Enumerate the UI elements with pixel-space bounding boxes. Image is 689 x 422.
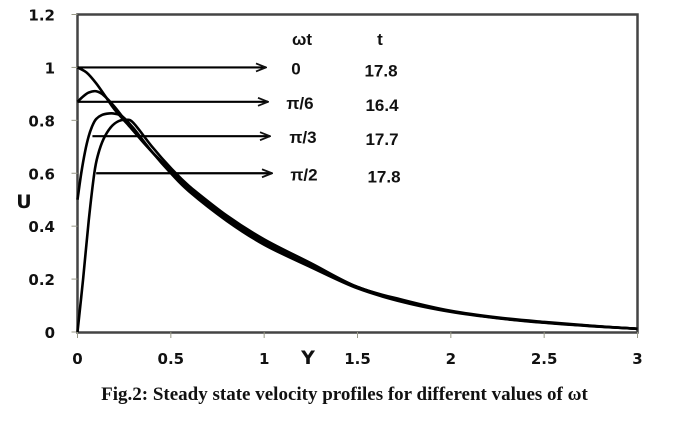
legend-t-value: 17.8 [367,167,400,186]
x-tick-label: 3 [632,350,642,368]
x-tick-label: 0 [72,350,82,368]
legend-wt-value: 0 [291,59,300,78]
legend-t-value: 17.7 [365,130,398,149]
legend-header-wt: ωt [292,30,312,49]
figure-caption: Fig.2: Steady state velocity profiles fo… [101,384,588,405]
x-tick-label: 1.5 [344,350,371,368]
y-tick-label: 0 [45,324,55,342]
legend-t-value: 16.4 [365,96,399,115]
x-tick-label: 1 [259,350,269,368]
legend: ωt t 0 17.8 π/6 16.4 π/3 17.7 π/2 17.8 [77,30,401,186]
legend-header-t: t [377,30,383,49]
series-line-1 [76,89,638,331]
y-tick-label: 0.4 [28,218,55,236]
y-axis-title: U [16,191,31,213]
legend-t-value: 17.8 [364,61,397,80]
series-line-2 [76,112,638,331]
x-tick-label: 2 [446,350,456,368]
series-layer [76,66,638,333]
series-line-3 [76,118,638,333]
y-axis: 0 0.2 0.4 0.6 0.8 1 1.2 [28,7,78,342]
y-tick-label: 1.2 [28,7,55,25]
y-tick-label: 0.2 [28,271,55,289]
y-tick-label: 0.6 [28,165,55,183]
x-axis: 0 0.5 1 1.5 2 2.5 3 [72,332,643,368]
x-tick-label: 2.5 [531,350,558,368]
legend-wt-value: π/6 [286,94,313,113]
x-axis-title: Y [300,347,315,369]
y-tick-label: 0.8 [28,112,55,130]
y-tick-label: 1 [45,59,55,77]
legend-wt-value: π/2 [290,165,317,184]
x-tick-label: 0.5 [158,350,185,368]
legend-wt-value: π/3 [289,128,316,147]
